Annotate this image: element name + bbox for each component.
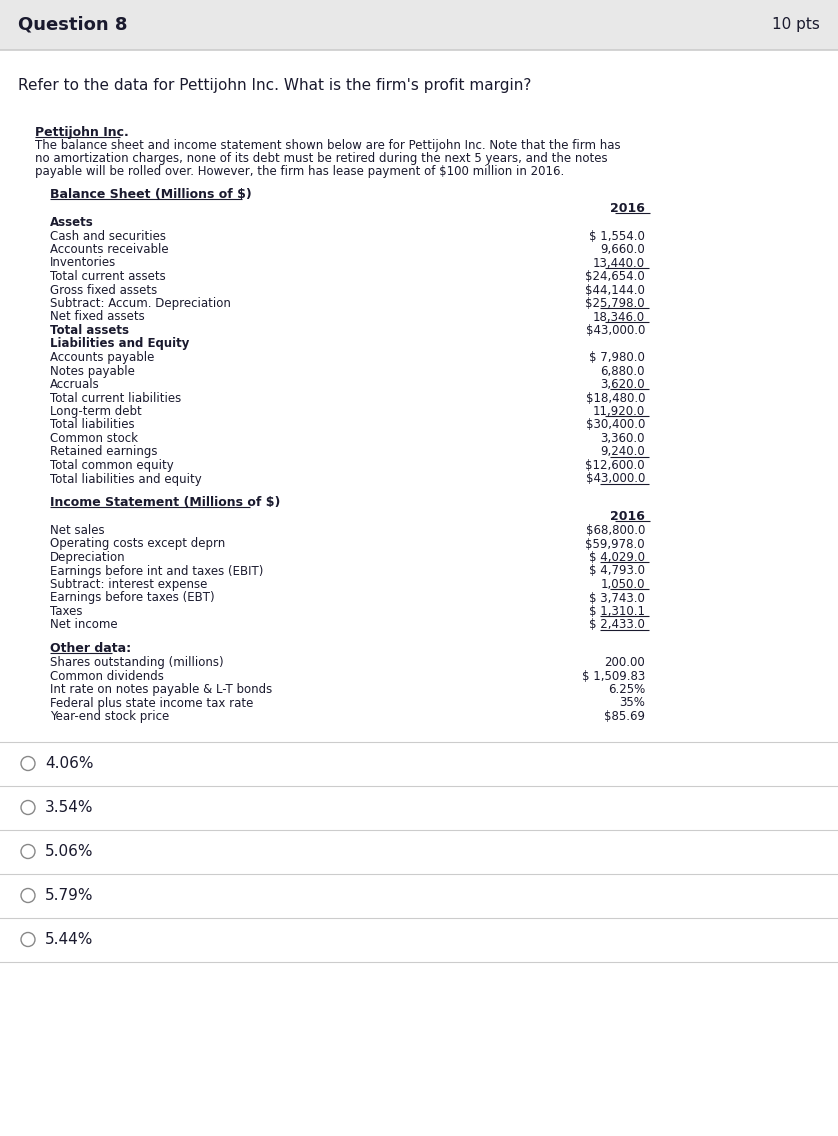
Text: $ 4,029.0: $ 4,029.0 xyxy=(589,551,645,563)
Text: 9,240.0: 9,240.0 xyxy=(600,445,645,459)
Text: $18,480.0: $18,480.0 xyxy=(586,392,645,404)
Text: Federal plus state income tax rate: Federal plus state income tax rate xyxy=(50,696,253,710)
Text: Shares outstanding (millions): Shares outstanding (millions) xyxy=(50,655,224,669)
Text: Earnings before taxes (EBT): Earnings before taxes (EBT) xyxy=(50,592,215,604)
Text: Net fixed assets: Net fixed assets xyxy=(50,310,145,324)
Text: Refer to the data for Pettijohn Inc. What is the firm's profit margin?: Refer to the data for Pettijohn Inc. Wha… xyxy=(18,78,531,93)
Text: Operating costs except deprn: Operating costs except deprn xyxy=(50,537,225,551)
Text: Pettijohn Inc.: Pettijohn Inc. xyxy=(35,126,129,139)
Text: Long-term debt: Long-term debt xyxy=(50,406,142,418)
Text: Depreciation: Depreciation xyxy=(50,551,126,563)
Circle shape xyxy=(21,888,35,902)
Circle shape xyxy=(21,844,35,859)
Text: 10 pts: 10 pts xyxy=(772,17,820,33)
Text: Liabilities and Equity: Liabilities and Equity xyxy=(50,337,189,351)
Text: $ 1,509.83: $ 1,509.83 xyxy=(582,669,645,683)
Text: $85.69: $85.69 xyxy=(604,710,645,722)
Text: 9,660.0: 9,660.0 xyxy=(600,243,645,256)
Text: Total assets: Total assets xyxy=(50,324,129,337)
Text: 35%: 35% xyxy=(619,696,645,710)
Text: 6.25%: 6.25% xyxy=(608,683,645,696)
Text: 5.44%: 5.44% xyxy=(45,932,93,947)
Text: Total current assets: Total current assets xyxy=(50,270,166,283)
Text: Total liabilities and equity: Total liabilities and equity xyxy=(50,473,202,485)
Circle shape xyxy=(21,933,35,946)
Text: Earnings before int and taxes (EBIT): Earnings before int and taxes (EBIT) xyxy=(50,565,263,577)
Text: 4.06%: 4.06% xyxy=(45,755,94,771)
Text: Retained earnings: Retained earnings xyxy=(50,445,158,459)
Text: $43,000.0: $43,000.0 xyxy=(586,324,645,337)
Text: Net income: Net income xyxy=(50,618,117,632)
FancyBboxPatch shape xyxy=(0,0,838,50)
Text: 6,880.0: 6,880.0 xyxy=(601,365,645,377)
Text: $43,000.0: $43,000.0 xyxy=(586,473,645,485)
Text: Question 8: Question 8 xyxy=(18,16,127,34)
Text: 5.79%: 5.79% xyxy=(45,888,94,903)
Text: $12,600.0: $12,600.0 xyxy=(586,459,645,471)
Text: Inventories: Inventories xyxy=(50,257,116,269)
Text: Total common equity: Total common equity xyxy=(50,459,173,471)
Text: Accounts payable: Accounts payable xyxy=(50,351,154,364)
Text: Accounts receivable: Accounts receivable xyxy=(50,243,168,256)
Text: $ 4,793.0: $ 4,793.0 xyxy=(589,565,645,577)
Text: 1,050.0: 1,050.0 xyxy=(601,578,645,591)
Text: $24,654.0: $24,654.0 xyxy=(585,270,645,283)
Text: $44,144.0: $44,144.0 xyxy=(585,284,645,296)
Text: Income Statement (Millions of $): Income Statement (Millions of $) xyxy=(50,496,281,509)
Text: 3.54%: 3.54% xyxy=(45,800,94,815)
Text: 2016: 2016 xyxy=(610,510,645,523)
Text: Total liabilities: Total liabilities xyxy=(50,418,135,432)
Text: Gross fixed assets: Gross fixed assets xyxy=(50,284,158,296)
Text: Year-end stock price: Year-end stock price xyxy=(50,710,169,722)
Text: 18,346.0: 18,346.0 xyxy=(592,310,645,324)
Text: $ 1,554.0: $ 1,554.0 xyxy=(589,229,645,242)
Text: Subtract: interest expense: Subtract: interest expense xyxy=(50,578,207,591)
Text: $ 3,743.0: $ 3,743.0 xyxy=(589,592,645,604)
Text: $25,798.0: $25,798.0 xyxy=(586,296,645,310)
Text: 3,360.0: 3,360.0 xyxy=(601,432,645,445)
Text: Taxes: Taxes xyxy=(50,605,82,618)
Text: 2016: 2016 xyxy=(610,202,645,215)
Text: Accruals: Accruals xyxy=(50,378,100,391)
Text: 13,440.0: 13,440.0 xyxy=(592,257,645,269)
Text: no amortization charges, none of its debt must be retired during the next 5 year: no amortization charges, none of its deb… xyxy=(35,152,608,165)
Text: $ 7,980.0: $ 7,980.0 xyxy=(589,351,645,364)
Text: payable will be rolled over. However, the firm has lease payment of $100 million: payable will be rolled over. However, th… xyxy=(35,165,564,178)
Text: Balance Sheet (Millions of $): Balance Sheet (Millions of $) xyxy=(50,187,251,201)
Text: Notes payable: Notes payable xyxy=(50,365,135,377)
Text: $ 1,310.1: $ 1,310.1 xyxy=(589,605,645,618)
Text: 3,620.0: 3,620.0 xyxy=(600,378,645,391)
Text: Assets: Assets xyxy=(50,216,94,229)
Text: The balance sheet and income statement shown below are for Pettijohn Inc. Note t: The balance sheet and income statement s… xyxy=(35,139,621,152)
Text: $68,800.0: $68,800.0 xyxy=(586,524,645,537)
Text: 5.06%: 5.06% xyxy=(45,844,94,859)
Text: Int rate on notes payable & L-T bonds: Int rate on notes payable & L-T bonds xyxy=(50,683,272,696)
Text: Net sales: Net sales xyxy=(50,524,105,537)
Text: Common dividends: Common dividends xyxy=(50,669,164,683)
Circle shape xyxy=(21,757,35,770)
Text: $ 2,433.0: $ 2,433.0 xyxy=(589,618,645,632)
Text: Other data:: Other data: xyxy=(50,642,131,655)
Text: Common stock: Common stock xyxy=(50,432,138,445)
Text: Cash and securities: Cash and securities xyxy=(50,229,166,242)
Text: Subtract: Accum. Depreciation: Subtract: Accum. Depreciation xyxy=(50,296,231,310)
Text: 200.00: 200.00 xyxy=(604,655,645,669)
Text: $30,400.0: $30,400.0 xyxy=(586,418,645,432)
Text: Total current liabilities: Total current liabilities xyxy=(50,392,181,404)
Text: 11,920.0: 11,920.0 xyxy=(592,406,645,418)
Circle shape xyxy=(21,801,35,815)
Text: $59,978.0: $59,978.0 xyxy=(586,537,645,551)
